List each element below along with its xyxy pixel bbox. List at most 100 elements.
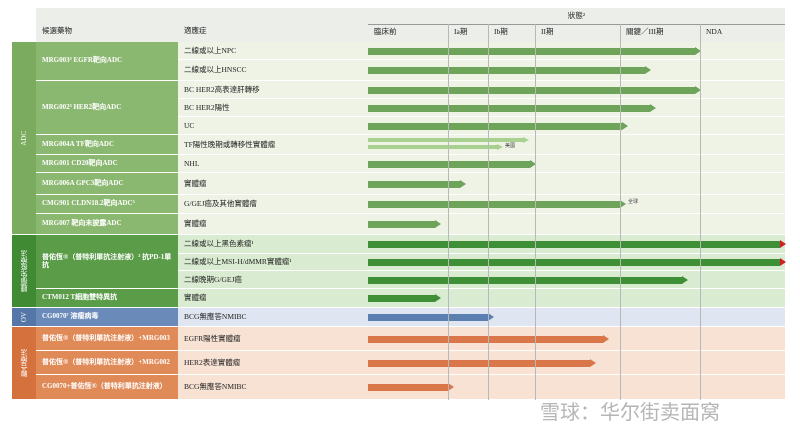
stage-divider [535, 24, 536, 400]
indication: 實體瘤 [184, 219, 207, 229]
header-status: 狀態² [567, 10, 586, 20]
candidate: 普佑恆®（普特利單抗注射液）³ 抗PD-1單抗 [36, 235, 178, 289]
progress-bar [368, 335, 603, 343]
indication: 二線晚期G/GEJ癌 [184, 274, 242, 284]
progress-bar [368, 160, 530, 168]
progress-bar [368, 295, 435, 302]
group-label: OV [12, 308, 36, 327]
bar-arrow [695, 46, 701, 55]
bar-arrow [622, 121, 628, 130]
stage-label: 關鍵／III期 [626, 26, 664, 36]
candidate: CTM012 T細胞雙特異抗 [36, 289, 178, 308]
group-label: 腫瘤免疫療法 [12, 235, 36, 308]
bar-arrow [523, 137, 529, 143]
indication: BCG無應答NMIBC [184, 382, 247, 392]
bar-arrow [645, 66, 651, 74]
indication: TF陽性晚期或轉移性實體瘤 [184, 139, 276, 149]
candidate: 普佑恆®（普特利單抗注射液）+MRG002 [36, 351, 178, 375]
header-rule [368, 24, 785, 25]
bar-arrow [448, 383, 454, 391]
row-bg [178, 375, 785, 400]
row-bg [178, 173, 785, 195]
header-bg [36, 8, 785, 42]
progress-bar [368, 67, 645, 74]
row-bg [178, 214, 785, 235]
bar-arrow [695, 85, 701, 94]
progress-bar [368, 145, 497, 149]
progress-bar [368, 359, 590, 367]
candidate: MRG004A TF靶向ADC [36, 135, 178, 155]
bar-note: 美國 [505, 144, 516, 149]
stage-divider [700, 24, 701, 400]
progress-bar [368, 138, 523, 142]
indication: HER2表達實體瘤 [184, 357, 241, 367]
bar-arrow [682, 275, 688, 284]
indication: UC [184, 120, 195, 130]
bar-arrow [590, 358, 596, 367]
bar-arrow [780, 258, 786, 266]
stage-label: NDA [706, 26, 723, 36]
row-bg [178, 289, 785, 308]
stage-divider [620, 24, 621, 400]
candidate: CG0070+普佑恆®（普特利單抗注射液） [36, 375, 178, 400]
bar-arrow [488, 313, 494, 321]
watermark: 雪球：华尔街卖面窝 [540, 400, 720, 424]
group-label-text: ADC [20, 130, 28, 146]
bar-arrow [435, 294, 441, 302]
bar-arrow [460, 179, 466, 188]
indication: 二線或以上HNSCC [184, 65, 247, 75]
progress-bar [368, 384, 448, 391]
group-label-text: OV [20, 311, 28, 323]
indication: 二線或以上黑色素瘤¹ [184, 239, 254, 249]
indication: BCG無應答NMIBC [184, 312, 247, 322]
progress-bar [368, 47, 695, 55]
progress-bar [368, 241, 780, 248]
candidate: MRG001 CD20靶向ADC [36, 155, 178, 173]
candidate: MRG006A GPC3靶向ADC [36, 173, 178, 195]
stage-label: 臨床前 [374, 26, 397, 36]
bar-arrow [435, 220, 441, 228]
indication: G/GEJ癌及其他實體瘤 [184, 199, 257, 209]
group-label: 聯合療法 [12, 327, 36, 400]
header-candidate: 候選藥物 [42, 25, 72, 35]
candidate: MRG002³ HER2靶向ADC [36, 81, 178, 135]
candidate: MRG003³ EGFR靶向ADC [36, 42, 178, 81]
progress-bar [368, 314, 488, 321]
stage-label: II期 [541, 26, 554, 36]
indication: 二線或以上NPC [184, 45, 237, 55]
progress-bar [368, 104, 650, 112]
header-indication: 適應症 [184, 25, 207, 35]
progress-bar [368, 86, 695, 94]
bar-arrow [650, 103, 656, 112]
indication: 二線或以上MSI-H/dMMR實體瘤¹ [184, 257, 292, 267]
stage-divider [448, 24, 449, 400]
candidate: 普佑恆®（普特利單抗注射液）+MRG003 [36, 327, 178, 351]
progress-bar [368, 122, 622, 130]
progress-bar [368, 259, 780, 266]
bar-arrow [530, 159, 536, 168]
progress-bar [368, 201, 620, 208]
indication: EGFR陽性實體瘤 [184, 333, 241, 343]
indication: NHL [184, 158, 200, 168]
bar-arrow [620, 200, 626, 208]
progress-bar [368, 180, 460, 188]
bar-arrow [780, 240, 786, 248]
bar-arrow [497, 144, 503, 150]
stage-divider [488, 24, 489, 400]
indication: 實體瘤 [184, 178, 207, 188]
bar-arrow [603, 334, 609, 343]
indication: BC HER2陽性 [184, 102, 230, 112]
group-label-text: 腫瘤免疫療法 [20, 250, 28, 292]
indication: BC HER2高表達肝轉移 [184, 84, 260, 94]
stage-label: Ib期 [494, 26, 508, 36]
candidate: MRG007 靶向未披露ADC [36, 214, 178, 235]
candidate: CG0070⁷ 溶瘤病毒 [36, 308, 178, 327]
progress-bar [368, 276, 682, 284]
indication: 實體瘤 [184, 293, 207, 303]
progress-bar [368, 221, 435, 228]
candidate: CMG901 CLDN18.2靶向ADC⁵ [36, 195, 178, 214]
group-label-text: 聯合療法 [20, 349, 28, 377]
stage-label: Ia期 [454, 26, 468, 36]
group-label: ADC [12, 42, 36, 235]
